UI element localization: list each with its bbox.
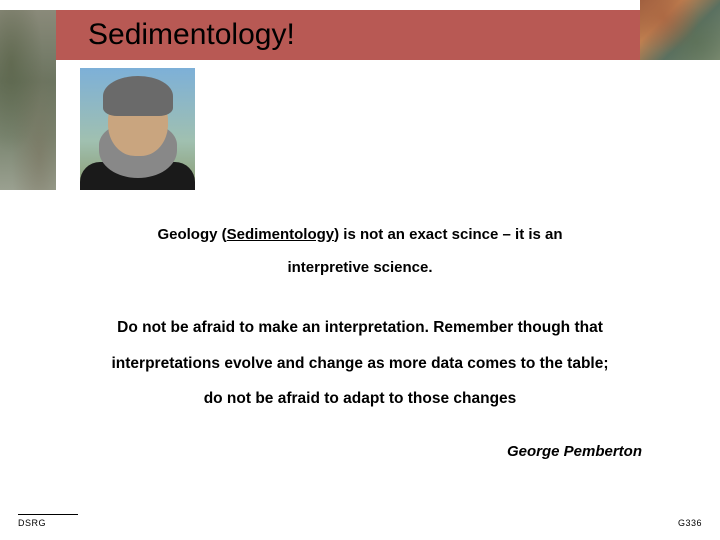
title-bar: Sedimentology! [0, 10, 720, 60]
q1-post: ) is not an exact scince – it is an [334, 226, 562, 243]
q2-line1: Do not be afraid to make an interpretati… [117, 319, 603, 336]
q1-underlined: Sedimentology [227, 226, 335, 243]
left-side-image [0, 10, 56, 190]
footer-left: DSRG [18, 518, 46, 528]
slide-title: Sedimentology! [88, 18, 295, 52]
right-corner-image [640, 0, 720, 60]
q1-line2: interpretive science. [287, 259, 432, 276]
quote-line-1: Geology (Sedimentology) is not an exact … [0, 218, 720, 284]
attribution: George Pemberton [507, 443, 642, 460]
portrait-photo [80, 68, 195, 190]
q1-pre: Geology ( [157, 226, 226, 243]
quote-paragraph: Do not be afraid to make an interpretati… [0, 310, 720, 417]
footer-right: G336 [678, 518, 702, 528]
q2-line2: interpretations evolve and change as mor… [112, 355, 609, 372]
footer-rule [18, 514, 78, 515]
q2-line3: do not be afraid to adapt to those chang… [204, 390, 517, 407]
